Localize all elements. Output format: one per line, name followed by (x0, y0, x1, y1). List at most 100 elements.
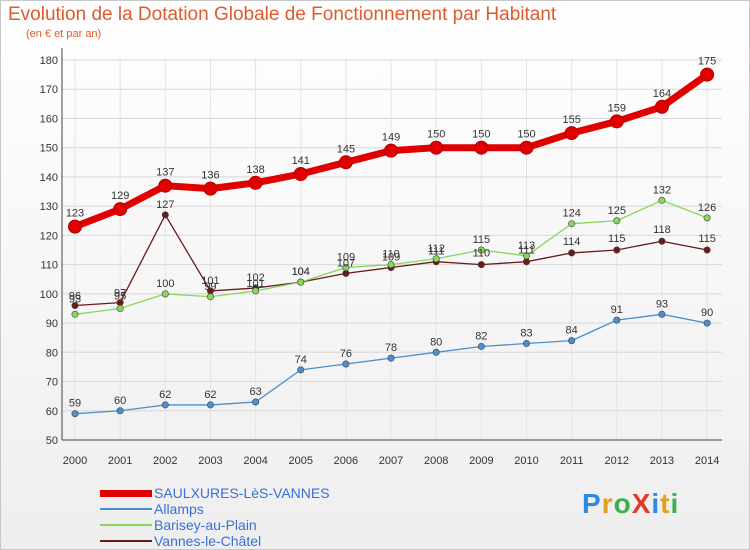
data-point (658, 196, 666, 204)
y-tick-label: 80 (46, 347, 58, 359)
data-label: 109 (382, 252, 400, 264)
logo-letter: X (631, 488, 652, 519)
proxiti-logo: ProXiti (582, 488, 679, 520)
data-label: 76 (340, 348, 352, 360)
data-point (658, 310, 666, 318)
data-point (522, 252, 530, 260)
legend-label: SAULXURES-LèS-VANNES (154, 485, 330, 501)
data-label: 136 (201, 170, 219, 182)
data-point (116, 407, 124, 415)
y-tick-label: 130 (40, 201, 58, 213)
data-label: 115 (698, 233, 716, 245)
data-label: 99 (204, 281, 216, 293)
data-label: 164 (653, 88, 671, 100)
data-label: 78 (385, 342, 397, 354)
data-label: 159 (608, 102, 626, 114)
data-label: 101 (201, 275, 219, 287)
data-label: 93 (69, 293, 81, 305)
data-point (568, 249, 576, 257)
data-label: 107 (337, 257, 355, 269)
legend-label: Vannes-le-Châtel (154, 533, 262, 549)
legend-swatch (100, 540, 152, 542)
data-point (613, 217, 621, 225)
data-label: 100 (156, 278, 174, 290)
line-chart: 50 60 70 80 90 100 110 120 130 140 150 160 170 180 200… (40, 48, 722, 467)
data-point (522, 340, 530, 348)
data-label: 127 (156, 199, 174, 211)
data-point (568, 337, 576, 345)
data-label: 74 (295, 354, 307, 366)
data-point (158, 178, 173, 193)
logo-letter: i (670, 488, 680, 519)
data-label: 155 (562, 114, 580, 126)
data-label: 91 (611, 304, 623, 316)
x-tick-label: 2003 (198, 455, 222, 467)
data-point (609, 114, 624, 129)
data-label: 102 (246, 272, 264, 284)
x-tick-label: 2006 (334, 455, 358, 467)
chart-subtitle: (en € et par an) (26, 28, 102, 40)
data-point (161, 211, 169, 219)
logo-letter: t (660, 488, 671, 519)
data-point (206, 401, 214, 409)
x-tick-label: 2012 (605, 455, 629, 467)
data-point (342, 360, 350, 368)
data-point (252, 398, 260, 406)
data-label: 114 (563, 236, 581, 248)
data-label: 110 (473, 248, 491, 260)
data-label: 137 (156, 167, 174, 179)
data-point (522, 258, 530, 266)
data-point (387, 354, 395, 362)
data-label: 97 (114, 288, 126, 300)
y-tick-label: 110 (40, 260, 58, 272)
data-point (342, 269, 350, 277)
data-point (387, 261, 395, 269)
y-tick-label: 70 (46, 377, 58, 389)
data-label: 113 (518, 240, 536, 252)
data-label: 84 (566, 325, 578, 337)
data-point (474, 140, 489, 155)
y-tick-label: 120 (40, 230, 58, 242)
data-point (113, 202, 128, 217)
data-point (432, 255, 440, 263)
data-label: 132 (653, 184, 671, 196)
chart-title: Evolution de la Dotation Globale de Fonc… (8, 4, 557, 25)
data-label: 124 (562, 208, 580, 220)
data-label: 118 (653, 224, 671, 236)
y-tick-label: 140 (40, 172, 58, 184)
data-point (700, 67, 715, 82)
data-label: 141 (292, 155, 310, 167)
data-label: 111 (518, 245, 535, 257)
data-point (432, 348, 440, 356)
data-label: 125 (608, 205, 626, 217)
data-point (161, 401, 169, 409)
data-point (293, 167, 308, 181)
legend-label: Barisey-au-Plain (154, 517, 257, 533)
legend-swatch (100, 489, 152, 497)
data-label: 90 (701, 307, 713, 319)
data-point (203, 181, 218, 196)
y-tick-label: 160 (40, 113, 58, 125)
x-tick-label: 2005 (289, 455, 313, 467)
y-tick-label: 50 (46, 435, 58, 447)
data-label: 60 (114, 395, 126, 407)
x-tick-label: 2011 (560, 455, 584, 467)
data-label: 104 (292, 266, 310, 278)
data-label: 115 (608, 233, 626, 245)
data-point (613, 246, 621, 254)
data-label: 59 (69, 398, 81, 410)
logo-letter: i (651, 488, 661, 519)
data-point (519, 140, 534, 155)
y-tick-label: 90 (46, 318, 58, 330)
data-point (71, 410, 79, 418)
data-point (703, 246, 711, 254)
data-point (613, 316, 621, 324)
x-tick-label: 2009 (469, 455, 493, 467)
data-label: 95 (114, 290, 126, 302)
data-point (477, 261, 485, 269)
data-label: 62 (204, 389, 216, 401)
logo-letter: r (601, 488, 614, 519)
data-label: 145 (337, 143, 355, 155)
data-point (297, 366, 305, 374)
